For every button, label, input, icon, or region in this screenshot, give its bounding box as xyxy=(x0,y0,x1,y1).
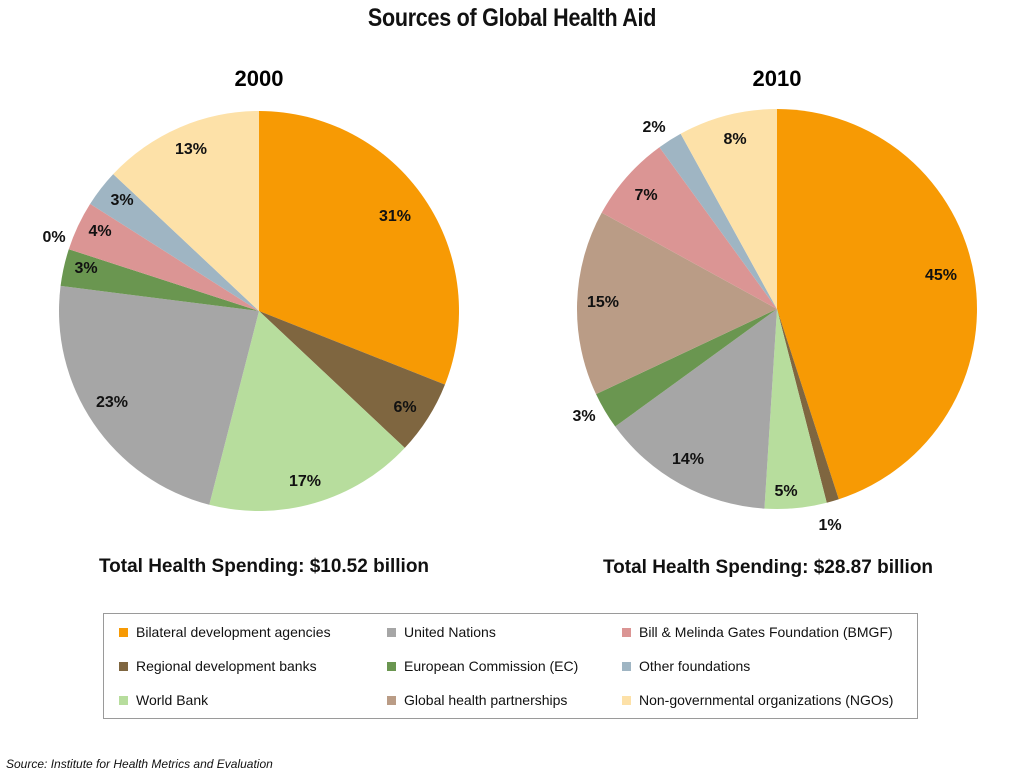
legend-swatch xyxy=(119,695,128,705)
pie-2010-label-ec: 3% xyxy=(572,408,595,425)
legend-swatch xyxy=(622,695,631,705)
pie-2010-total-label: Total Health Spending: $28.87 billion xyxy=(603,557,933,578)
legend-item-other_foundations: Other foundations xyxy=(622,658,750,674)
pie-2010-label-ngos: 8% xyxy=(723,131,746,148)
pie-2000-slice-bilateral xyxy=(259,111,460,385)
pie-2000-slice-ec xyxy=(60,249,259,311)
legend-item-bilateral: Bilateral development agencies xyxy=(119,624,331,640)
legend-swatch xyxy=(622,661,631,671)
legend-label: Regional development banks xyxy=(136,658,317,674)
pie-2010-slice-ngos xyxy=(680,109,777,309)
legend-item-bmgf: Bill & Melinda Gates Foundation (BMGF) xyxy=(622,624,893,640)
pie-2000-label-ngos: 13% xyxy=(175,141,207,158)
legend-swatch xyxy=(387,695,396,705)
legend-label: Global health partnerships xyxy=(404,692,568,708)
legend-item-un: United Nations xyxy=(387,624,496,640)
source-note: Source: Institute for Health Metrics and… xyxy=(6,757,273,771)
pie-2000-slice-other_foundations xyxy=(90,174,259,311)
pie-2010-label-un: 14% xyxy=(672,451,704,468)
pie-2000-label-ghp: 0% xyxy=(42,229,65,246)
pie-2000: 2000 31% 6% 17% 23% 3% 0% 4% 3% 13% Total Health S… xyxy=(42,66,460,577)
legend-label: Other foundations xyxy=(639,658,751,674)
legend-label: Bilateral development agencies xyxy=(136,624,331,640)
legend-swatch xyxy=(622,627,631,637)
pie-2010-year-label: 2010 xyxy=(753,66,802,91)
legend: Bilateral development agencies Regional d… xyxy=(103,613,918,719)
legend-item-ghp: Global health partnerships xyxy=(387,692,567,708)
pie-2000-label-ec: 3% xyxy=(74,260,97,277)
legend-label: Bill & Melinda Gates Foundation (BMGF) xyxy=(639,624,893,640)
pie-2000-year-label: 2000 xyxy=(235,66,284,91)
pie-2000-slice-ngos xyxy=(113,111,260,311)
pie-2000-slice-bmgf xyxy=(68,203,259,311)
pie-2000-label-regional: 6% xyxy=(393,399,416,416)
pie-2000-slice-un xyxy=(59,285,259,505)
pie-2010-label-ghp: 15% xyxy=(587,294,619,311)
pie-2010-slice-ec xyxy=(596,309,777,427)
pie-charts: 2000 31% 6% 17% 23% 3% 0% 4% 3% 13% Total Health S… xyxy=(42,66,977,578)
legend-item-ec: European Commission (EC) xyxy=(387,658,578,674)
pie-2010-slice-bmgf xyxy=(601,147,777,309)
pie-2010-label-regional: 1% xyxy=(818,517,841,534)
pie-2000-label-bilateral: 31% xyxy=(379,208,411,225)
chart-title: Sources of Global Health Aid xyxy=(367,4,657,32)
legend-item-regional: Regional development banks xyxy=(119,658,317,674)
pie-2000-total-label: Total Health Spending: $10.52 billion xyxy=(99,556,429,577)
pie-2000-label-world_bank: 17% xyxy=(289,473,321,490)
pie-2010-slice-ghp xyxy=(576,212,777,395)
pie-2010-label-world_bank: 5% xyxy=(774,483,797,500)
pie-2000-slice-regional xyxy=(259,311,445,448)
legend-label: United Nations xyxy=(404,624,496,640)
legend-swatch xyxy=(119,661,128,671)
legend-swatch xyxy=(387,627,396,637)
pie-2010-slice-bilateral xyxy=(777,109,977,500)
legend-swatch xyxy=(119,627,128,637)
legend-label: Non-governmental organizations (NGOs) xyxy=(639,692,894,708)
pie-2000-label-bmgf: 4% xyxy=(88,223,111,240)
pie-2000-label-un: 23% xyxy=(96,394,128,411)
pie-2010-slice-regional xyxy=(777,309,839,503)
legend-swatch xyxy=(387,661,396,671)
pie-2010-slice-world_bank xyxy=(764,309,827,510)
legend-item-ngos: Non-governmental organizations (NGOs) xyxy=(622,692,893,708)
pie-2000-slice-world_bank xyxy=(209,311,405,512)
pie-2010-label-other_foundations: 2% xyxy=(642,119,665,136)
legend-label: European Commission (EC) xyxy=(404,658,579,674)
pie-2010-label-bilateral: 45% xyxy=(925,267,957,284)
pie-2010-slice-un xyxy=(615,309,777,509)
pie-2000-label-other_foundations: 3% xyxy=(110,192,133,209)
legend-label: World Bank xyxy=(136,692,209,708)
pie-2010: 2010 45% 1% 5% 14% 3% 15% 7% 2% 8% Total Health Sp… xyxy=(572,66,977,578)
legend-item-world_bank: World Bank xyxy=(119,692,208,708)
pie-2010-slice-other_foundations xyxy=(659,133,777,309)
pie-2010-label-bmgf: 7% xyxy=(634,187,657,204)
